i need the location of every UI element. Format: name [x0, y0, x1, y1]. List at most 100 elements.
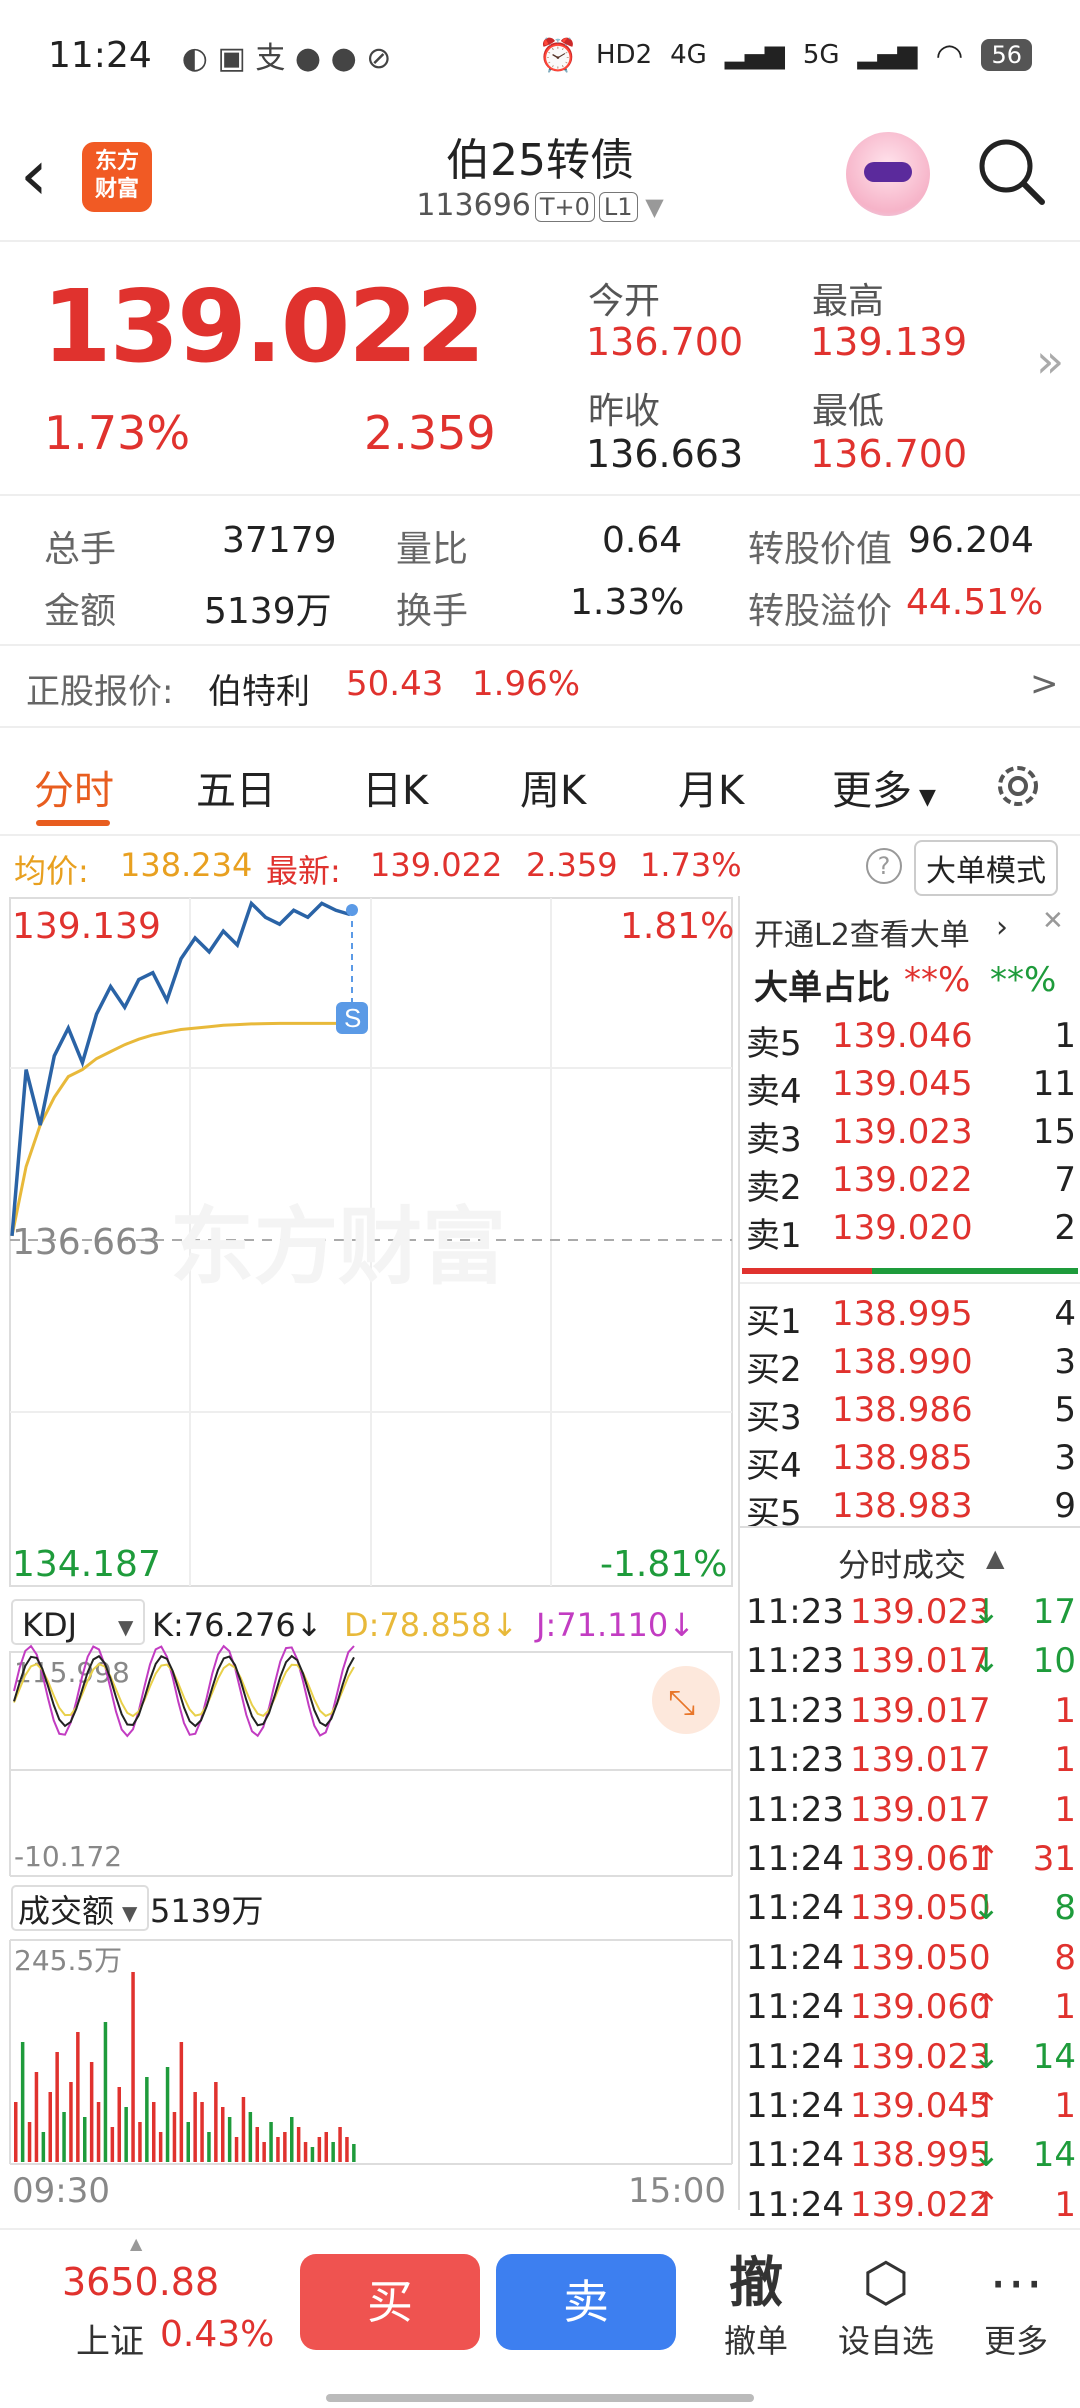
expand-arrow-icon[interactable]: »: [1036, 334, 1065, 388]
ask-row[interactable]: 卖4 139.045 11: [746, 1064, 1076, 1112]
volume-bar: [96, 2102, 101, 2162]
add-watchlist-button[interactable]: ⬡ 设自选: [837, 2251, 934, 2360]
open-value: 136.700: [586, 320, 744, 364]
trade-row[interactable]: 11:23 139.017 ↓ 10: [746, 1641, 1076, 1682]
kdj-selector[interactable]: [11, 1599, 145, 1645]
trade-row[interactable]: 11:24 139.050 ↓ 8: [746, 1888, 1076, 1929]
big-order-mode-button[interactable]: 大单模式: [914, 840, 1058, 896]
search-icon[interactable]: [976, 136, 1046, 206]
trade-row[interactable]: 11:23 139.017 1: [746, 1690, 1076, 1731]
kdj-d: D:78.858↓: [344, 1606, 518, 1644]
cancel-order-button[interactable]: 撤 撤单: [706, 2250, 806, 2362]
premium-value: 44.51%: [906, 582, 1044, 623]
volume-bar: [290, 2117, 294, 2162]
chevron-right-icon: >: [1030, 664, 1059, 704]
tab-weekly-k[interactable]: 周K: [520, 768, 587, 814]
trade-row[interactable]: 11:24 139.061 ↑ 31: [746, 1839, 1076, 1879]
volume-bar: [27, 2122, 32, 2162]
trades-header[interactable]: 分时成交 ▲: [838, 1544, 1005, 1584]
summary-change: 2.359: [526, 846, 618, 884]
volume-bar: [76, 2032, 80, 2162]
trade-row[interactable]: 11:24 138.995 ↓ 14: [746, 2135, 1076, 2176]
volume-bar: [303, 2142, 308, 2162]
5g-indicator: 5G: [802, 40, 840, 70]
s-marker-icon[interactable]: [336, 1002, 368, 1034]
underlying-name: 伯特利: [208, 672, 310, 712]
header: ‹ 东方 财富 伯25转债 113696 T+0 L1 ▼: [0, 110, 1080, 240]
volume-top: 245.5万: [14, 1944, 122, 1977]
time-start: 09:30: [12, 2171, 110, 2206]
volume-bar: [352, 2144, 356, 2162]
volume-bar: [124, 2107, 128, 2162]
trade-row[interactable]: 11:23 139.017 1: [746, 1789, 1076, 1830]
volume-selector-label: 成交额: [18, 1892, 114, 1930]
trade-row[interactable]: 11:23 139.023 ↓ 17: [746, 1592, 1076, 1632]
intraday-chart[interactable]: 东方财富 S 139.139 1.81% 136.663 134.187 -1.…: [0, 896, 740, 2211]
volume-bar: [83, 2117, 87, 2162]
volume-bar: [186, 2122, 190, 2162]
tab-intraday[interactable]: 分时: [34, 768, 114, 814]
back-icon[interactable]: ‹: [20, 134, 48, 216]
last-label: 最新:: [266, 852, 341, 890]
more-button[interactable]: ⋯ 更多: [966, 2250, 1066, 2362]
volume-bar: [193, 2092, 197, 2162]
volume-selector[interactable]: [11, 1885, 149, 1931]
trade-row[interactable]: 11:24 139.023 ↓ 14: [746, 2036, 1076, 2077]
volume-bar: [103, 2022, 108, 2162]
volume-bar: [269, 2122, 273, 2162]
y-bot-pct: -1.81%: [600, 1544, 727, 1585]
bid-row[interactable]: 买3 138.986 5: [746, 1390, 1076, 1438]
volume-bar: [110, 2127, 115, 2162]
security-code[interactable]: 113696 T+0 L1 ▼: [416, 188, 664, 223]
sell-button[interactable]: 卖: [496, 2254, 676, 2350]
trade-row[interactable]: 11:24 139.022 ↑ 1: [746, 2184, 1076, 2225]
prev-close-value: 136.663: [586, 432, 744, 476]
l2-promo[interactable]: 开通L2查看大单 › ✕: [754, 906, 1064, 953]
volume-bar: [338, 2127, 342, 2162]
tab-five-day[interactable]: 五日: [196, 768, 276, 814]
close-icon[interactable]: ✕: [1042, 906, 1064, 936]
trade-row[interactable]: 11:24 139.060 ↑ 1: [746, 1987, 1076, 2028]
caret-up-icon: ▲: [130, 2234, 143, 2253]
open-label: 今开: [588, 281, 661, 322]
help-icon[interactable]: ?: [866, 848, 902, 884]
tab-more[interactable]: 更多 ▼: [832, 768, 936, 814]
volume-bar: [200, 2102, 204, 2162]
volume-bar: [48, 2092, 52, 2162]
ask-row[interactable]: 卖1 139.020 2: [746, 1208, 1076, 1256]
ask-row[interactable]: 卖3 139.023 15: [746, 1112, 1076, 1160]
ask-row[interactable]: 卖2 139.022 7: [746, 1160, 1076, 1208]
volume-bar: [276, 2137, 280, 2162]
volume-bar: [331, 2142, 335, 2162]
expand-icon[interactable]: [652, 1666, 720, 1734]
change-percent: 1.73%: [44, 406, 191, 460]
bid-row[interactable]: 买1 138.995 4: [746, 1294, 1076, 1342]
y-mid-price: 136.663: [12, 1222, 161, 1263]
volume-bar: [62, 2112, 66, 2162]
alarm-icon: ⏰: [538, 36, 578, 74]
buy-button[interactable]: 买: [300, 2254, 480, 2350]
underlying-label: 正股报价:: [26, 672, 174, 712]
volume-bar: [117, 2087, 121, 2162]
volume-bar: [248, 2112, 253, 2162]
assistant-avatar[interactable]: [846, 132, 930, 216]
underlying-pct: 1.96%: [472, 664, 581, 704]
tab-monthly-k[interactable]: 月K: [678, 768, 745, 814]
volume-bar: [14, 2102, 18, 2162]
index-pct: 0.43%: [160, 2314, 275, 2355]
bid-row[interactable]: 买5 138.983 9: [746, 1486, 1076, 1534]
gear-icon[interactable]: [990, 758, 1046, 814]
index-value[interactable]: 3650.88: [62, 2260, 220, 2304]
volume-bar: [89, 2062, 94, 2162]
signal-icon-2: ▂▄▆: [857, 40, 918, 70]
underlying-stock-row[interactable]: 正股报价: 伯特利 50.43 1.96% >: [0, 658, 1080, 714]
kdj-j: J:71.110↓: [534, 1606, 695, 1644]
tab-daily-k[interactable]: 日K: [362, 768, 429, 814]
trade-row[interactable]: 11:24 139.045 ↑ 1: [746, 2086, 1076, 2126]
bid-row[interactable]: 买2 138.990 3: [746, 1342, 1076, 1390]
trade-row[interactable]: 11:23 139.017 1: [746, 1740, 1076, 1781]
order-book: 开通L2查看大单 › ✕ 大单占比 **% **% 卖5 139.046 1 卖4 13…: [738, 896, 1080, 2225]
bid-row[interactable]: 买4 138.985 3: [746, 1438, 1076, 1486]
ask-row[interactable]: 卖5 139.046 1: [746, 1016, 1076, 1064]
trade-row[interactable]: 11:24 139.050 8: [746, 1937, 1076, 1978]
